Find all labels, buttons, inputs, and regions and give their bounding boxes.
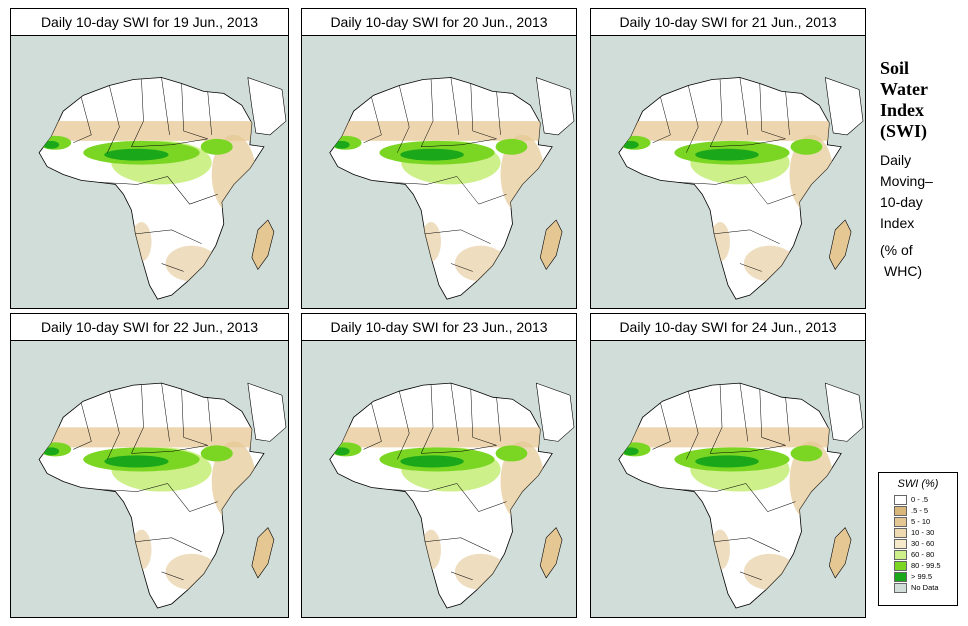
legend-swatch: [894, 494, 907, 505]
legend-label: 0 - .5: [911, 495, 929, 504]
map-panel-1: Daily 10-day SWI for 19 Jun., 2013: [10, 8, 289, 309]
swi-subtitle-line: Daily: [880, 152, 912, 168]
legend-label: 5 - 10: [911, 517, 931, 526]
legend-label: 80 - 99.5: [911, 561, 941, 570]
legend: SWI (%) 0 - .5 .5 - 5 5 - 10 10 - 30 30 …: [878, 472, 958, 606]
legend-item: No Data: [894, 582, 957, 593]
swi-title-line: Index: [880, 100, 925, 120]
map-panel-2: Daily 10-day SWI for 20 Jun., 2013: [301, 8, 577, 309]
swi-unit-line: WHC): [884, 263, 923, 279]
legend-item: > 99.5: [894, 571, 957, 582]
legend-swatch: [894, 538, 907, 549]
map-panel-title: Daily 10-day SWI for 20 Jun., 2013: [302, 9, 576, 36]
swi-unit: (% of WHC): [880, 240, 966, 282]
legend-swatch: [894, 505, 907, 516]
legend-label: 30 - 60: [911, 539, 935, 548]
africa-map: [11, 36, 288, 308]
legend-swatch: [894, 560, 907, 571]
legend-swatch: [894, 527, 907, 538]
africa-map: [302, 36, 576, 308]
africa-map-svg: [11, 36, 288, 308]
map-panel-title: Daily 10-day SWI for 24 Jun., 2013: [591, 314, 865, 341]
legend-label: 60 - 80: [911, 550, 935, 559]
swi-subtitle-line: Moving–: [880, 173, 933, 189]
legend-item: 5 - 10: [894, 516, 957, 527]
map-panel-title: Daily 10-day SWI for 19 Jun., 2013: [11, 9, 288, 36]
swi-unit-line: (% of: [880, 242, 913, 258]
legend-item: 0 - .5: [894, 494, 957, 505]
legend-title: SWI (%): [897, 478, 939, 490]
legend-item: 80 - 99.5: [894, 560, 957, 571]
africa-map-svg: [302, 36, 576, 308]
legend-label: 10 - 30: [911, 528, 935, 537]
africa-map: [591, 341, 865, 617]
legend-label: No Data: [911, 583, 939, 592]
legend-label: > 99.5: [911, 572, 933, 581]
legend-swatch: [894, 582, 907, 593]
legend-swatch: [894, 549, 907, 560]
africa-map-svg: [591, 341, 865, 617]
map-panel-title: Daily 10-day SWI for 21 Jun., 2013: [591, 9, 865, 36]
legend-label: .5 - 5: [911, 506, 929, 515]
legend-item: 30 - 60: [894, 538, 957, 549]
map-panel-title: Daily 10-day SWI for 22 Jun., 2013: [11, 314, 288, 341]
swi-title: Soil Water Index (SWI): [880, 58, 966, 142]
africa-map: [591, 36, 865, 308]
africa-map: [11, 341, 288, 617]
map-panel-3: Daily 10-day SWI for 21 Jun., 2013: [590, 8, 866, 309]
africa-map-svg: [302, 341, 576, 617]
swi-title-line: (SWI): [880, 121, 928, 141]
legend-swatch: [894, 571, 907, 582]
swi-subtitle-line: Index: [880, 215, 915, 231]
swi-subtitle-line: 10-day: [880, 194, 923, 210]
swi-title-line: Water: [880, 79, 928, 99]
africa-map-svg: [11, 341, 288, 617]
swi-subtitle: Daily Moving– 10-day Index: [880, 150, 966, 234]
legend-item: 60 - 80: [894, 549, 957, 560]
legend-item: 10 - 30: [894, 527, 957, 538]
map-panel-title: Daily 10-day SWI for 23 Jun., 2013: [302, 314, 576, 341]
swi-title-line: Soil: [880, 58, 910, 78]
legend-item: .5 - 5: [894, 505, 957, 516]
legend-swatch: [894, 516, 907, 527]
africa-map: [302, 341, 576, 617]
map-panel-5: Daily 10-day SWI for 23 Jun., 2013: [301, 313, 577, 618]
map-panel-4: Daily 10-day SWI for 22 Jun., 2013: [10, 313, 289, 618]
africa-map-svg: [591, 36, 865, 308]
map-panel-6: Daily 10-day SWI for 24 Jun., 2013: [590, 313, 866, 618]
